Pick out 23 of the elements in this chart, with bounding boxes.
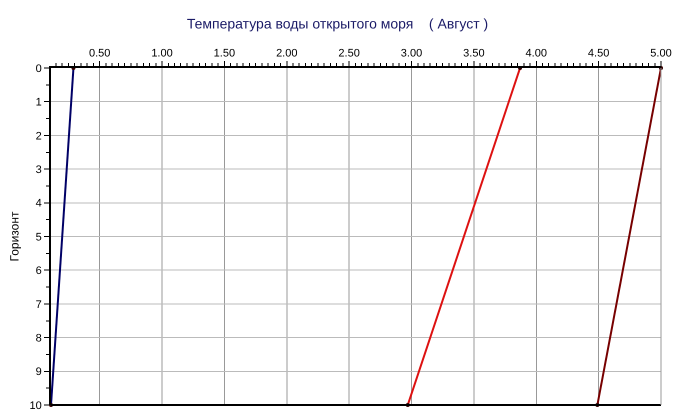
y-tick-label: 6 — [36, 265, 42, 278]
y-tick-label: 4 — [36, 198, 42, 210]
x-tick-label: 2.00 — [276, 48, 298, 60]
y-tick-label: 10 — [30, 400, 42, 412]
x-tick-label: 5.00 — [650, 48, 672, 60]
y-tick-label: 2 — [36, 130, 42, 142]
y-tick-label: 0 — [36, 62, 42, 75]
y-tick-label: 5 — [36, 231, 42, 244]
x-tick-label: 2.50 — [338, 48, 360, 60]
y-tick-label: 1 — [36, 96, 42, 109]
x-tick-label: 3.50 — [463, 48, 485, 60]
y-tick-label: 9 — [36, 366, 42, 378]
x-tick-label: 0.50 — [88, 48, 110, 60]
y-tick-label: 7 — [36, 298, 42, 311]
y-tick-label: 3 — [36, 164, 42, 176]
x-tick-label: 4.00 — [526, 48, 547, 60]
y-axis-title: Горизонт — [7, 211, 22, 262]
y-tick-label: 8 — [36, 332, 42, 344]
chart-title: Температура воды открытого моря ( Август ) — [186, 16, 488, 32]
x-tick-label: 4.50 — [588, 48, 610, 60]
x-tick-label: 1.50 — [214, 48, 236, 60]
x-tick-label: 1.00 — [151, 48, 173, 60]
x-tick-label: 3.00 — [400, 48, 422, 60]
